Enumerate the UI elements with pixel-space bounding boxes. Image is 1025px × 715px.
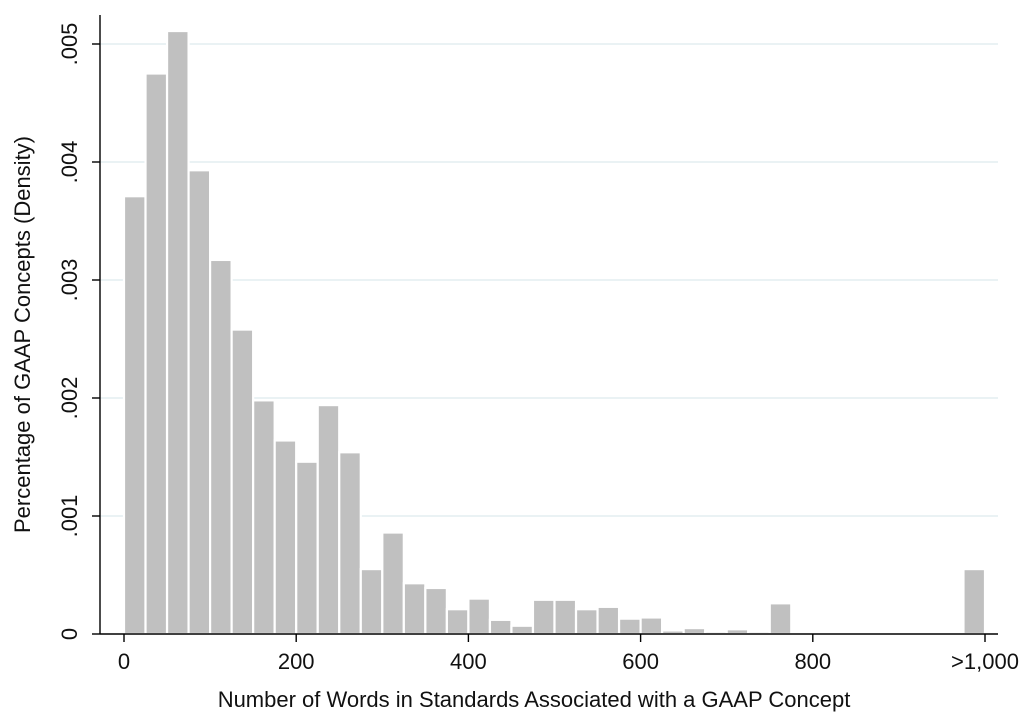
- histogram-bar: [596, 605, 621, 636]
- histogram-bar: [488, 618, 513, 636]
- histogram-bar: [553, 598, 578, 636]
- y-tick-label: .004: [57, 141, 82, 184]
- x-ticks: 0 200 400 600 800 >1,000: [118, 634, 1019, 674]
- y-axis-title: Percentage of GAAP Concepts (Density): [10, 136, 35, 533]
- y-tick-label: .001: [57, 495, 82, 538]
- x-tick-label: >1,000: [951, 649, 1019, 674]
- histogram-bar: [252, 399, 276, 636]
- x-axis-title: Number of Words in Standards Associated …: [218, 687, 851, 712]
- histogram-bar: [273, 439, 298, 636]
- x-tick-label: 400: [450, 649, 487, 674]
- histogram-bar: [295, 460, 319, 636]
- histogram-bar: [617, 617, 642, 636]
- histogram-bar: [359, 567, 384, 636]
- histogram-bar: [445, 608, 470, 636]
- histogram-bar: [531, 598, 556, 636]
- histogram-bar: [230, 328, 255, 636]
- histogram-bar: [467, 597, 492, 636]
- x-tick-label: 600: [622, 649, 659, 674]
- y-tick-label: .005: [57, 23, 82, 66]
- y-tick-label: 0: [57, 628, 82, 640]
- histogram-bar: [144, 72, 169, 636]
- histogram-bar: [639, 616, 664, 636]
- y-tick-label: .003: [57, 259, 82, 302]
- histogram-bar: [682, 626, 707, 636]
- x-tick-label: 200: [278, 649, 315, 674]
- x-tick-label: 0: [118, 649, 130, 674]
- y-tick-label: .002: [57, 377, 82, 420]
- histogram-bar: [510, 624, 535, 636]
- histogram-bar: [725, 628, 750, 636]
- histogram-bar: [424, 586, 448, 636]
- axes: [99, 15, 998, 635]
- histogram-bar: [574, 608, 599, 636]
- histogram-bar: [962, 567, 987, 636]
- y-ticks: 0 .001 .002 .003 .004 .005: [57, 23, 100, 640]
- histogram-bar: [209, 258, 233, 636]
- histogram-bar: [338, 451, 362, 636]
- histogram-bar: [768, 602, 793, 636]
- histogram-bar: [381, 531, 405, 636]
- histogram-bar: [187, 169, 212, 636]
- histogram-bar: [316, 403, 341, 636]
- x-tick-label: 800: [794, 649, 831, 674]
- bars: [122, 29, 987, 636]
- histogram-bar: [122, 195, 147, 636]
- histogram-bar: [402, 582, 427, 636]
- histogram-bar: [165, 29, 190, 636]
